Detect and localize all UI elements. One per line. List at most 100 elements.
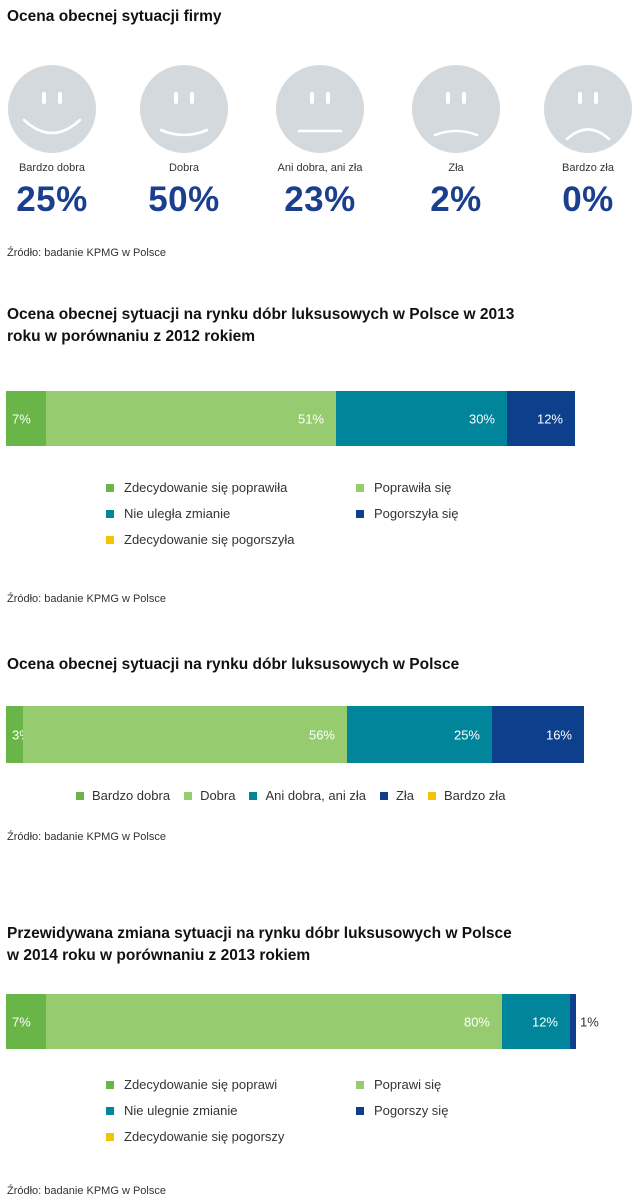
section1-source: Źródło: badanie KPMG w Polsce <box>7 247 166 259</box>
section1-title: Ocena obecnej sytuacji firmy <box>7 8 222 25</box>
legend-label: Ani dobra, ani zła <box>265 788 366 803</box>
legend-swatch <box>184 791 193 800</box>
legend-label: Zdecydowanie się poprawiła <box>124 480 288 495</box>
neutral-face-icon <box>276 65 364 153</box>
segment-label: 16% <box>545 727 572 742</box>
legend-label: Pogorszy się <box>374 1103 449 1118</box>
legend-item: Zdecydowanie się pogorszyła <box>106 532 295 547</box>
legend-label: Pogorszyła się <box>374 506 459 521</box>
legend-swatch <box>106 483 114 492</box>
bar-segment: 80% <box>46 994 502 1049</box>
legend-swatch <box>356 509 364 518</box>
face-value: 50% <box>148 180 220 219</box>
legend-label: Bardzo zła <box>444 788 506 803</box>
chart2-source: Źródło: badanie KPMG w Polsce <box>7 593 166 605</box>
very-happy-face-icon <box>8 65 96 153</box>
bar-segment: 12% <box>502 994 570 1049</box>
segment-label: 80% <box>463 1014 490 1029</box>
very-sad-face-icon <box>544 65 632 153</box>
segment-label: 1% <box>580 1014 599 1029</box>
legend-swatch <box>379 791 388 800</box>
face-label: Dobra <box>169 162 199 174</box>
legend-item: Poprawiła się <box>356 480 451 495</box>
face-item: Dobra 50% <box>129 64 239 220</box>
face-label: Bardzo dobra <box>18 162 86 174</box>
legend-swatch <box>356 483 364 492</box>
segment-label: 7% <box>12 1014 31 1029</box>
face-item: Bardzo dobra 25% <box>0 64 107 220</box>
chart4-bar: 7% 80% 12% 1% <box>6 994 599 1049</box>
sad-face-icon <box>412 65 500 153</box>
face-item: Zła 2% <box>401 64 511 220</box>
bar-segment: 16% <box>492 706 584 763</box>
legend-item: Pogorszyła się <box>356 506 459 521</box>
face-value: 25% <box>16 180 88 219</box>
legend-label: Poprawi się <box>374 1077 442 1092</box>
legend-item: Zdecydowanie się poprawi <box>106 1077 277 1092</box>
legend-item: Bardzo dobra <box>76 788 170 803</box>
legend-swatch <box>76 791 84 800</box>
segment-label: 56% <box>308 727 335 742</box>
legend-label: Zła <box>395 788 414 803</box>
legend-item: Nie uległa zmianie <box>106 506 230 521</box>
bar-segment: 7% <box>6 391 46 446</box>
legend-label: Zdecydowanie się poprawi <box>124 1077 278 1092</box>
chart4-title: Przewidywana zmiana sytuacji na rynku dó… <box>7 925 512 964</box>
legend-label: Zdecydowanie się pogorszy <box>124 1129 285 1144</box>
face-item: Bardzo zła 0% <box>533 64 640 220</box>
chart4-source: Źródło: badanie KPMG w Polsce <box>7 1185 166 1197</box>
face-value: 2% <box>430 180 482 219</box>
bar-segment: 1% <box>570 994 599 1049</box>
face-label: Ani dobra, ani zła <box>277 162 363 174</box>
happy-face-icon <box>140 65 228 153</box>
chart2-title: Ocena obecnej sytuacji na rynku dóbr luk… <box>7 306 515 345</box>
legend-label: Bardzo dobra <box>92 788 171 803</box>
face-label: Bardzo zła <box>562 162 614 174</box>
bar-segment: 51% <box>46 391 336 446</box>
legend-label: Poprawiła się <box>374 480 452 495</box>
legend-item: Zdecydowanie się poprawiła <box>106 480 287 495</box>
segment-label: 25% <box>453 727 480 742</box>
bar-segment: 12% <box>507 391 575 446</box>
legend-label: Zdecydowanie się pogorszyła <box>124 532 295 547</box>
face-item: Ani dobra, ani zła 23% <box>265 64 375 220</box>
chart3-bar: 3% 56% 25% 16% <box>6 706 584 763</box>
chart3-legend: Bardzo dobra Dobra Ani dobra, ani zła Zła Ba… <box>76 788 519 803</box>
legend-swatch <box>106 1080 114 1089</box>
face-value: 0% <box>562 180 614 219</box>
legend-swatch <box>106 509 114 518</box>
legend-item: Nie ulegnie zmianie <box>106 1103 237 1118</box>
legend-swatch <box>356 1106 364 1115</box>
legend-label: Dobra <box>200 788 236 803</box>
legend-swatch <box>106 1106 114 1115</box>
segment-label: 51% <box>297 411 324 426</box>
legend-item: Dobra <box>184 788 235 803</box>
segment-label: 30% <box>468 411 495 426</box>
legend-swatch <box>249 791 258 800</box>
segment-label: 12% <box>531 1014 558 1029</box>
face-label: Zła <box>448 162 464 174</box>
legend-item: Pogorszy się <box>356 1103 448 1118</box>
bar-segment: 30% <box>336 391 507 446</box>
chart3-title: Ocena obecnej sytuacji na rynku dóbr luk… <box>7 656 460 673</box>
legend-item: Bardzo zła <box>428 788 505 803</box>
legend-swatch <box>428 791 436 800</box>
bar-segment: 25% <box>347 706 492 763</box>
bar-segment: 7% <box>6 994 46 1049</box>
segment-label: 12% <box>536 411 563 426</box>
legend-item: Ani dobra, ani zła <box>249 788 366 803</box>
chart3-source: Źródło: badanie KPMG w Polsce <box>7 831 166 843</box>
legend-label: Nie uległa zmianie <box>124 506 231 521</box>
legend-swatch <box>106 1132 114 1141</box>
bar-segment: 3% <box>6 706 31 763</box>
legend-item: Zdecydowanie się pogorszy <box>106 1129 284 1144</box>
bar-segment: 56% <box>23 706 347 763</box>
legend-item: Zła <box>379 788 414 803</box>
legend-swatch <box>356 1080 364 1089</box>
chart2-bar: 7% 51% 30% 12% <box>6 391 575 446</box>
legend-item: Poprawi się <box>356 1077 441 1092</box>
segment-label: 7% <box>12 411 31 426</box>
legend-label: Nie ulegnie zmianie <box>124 1103 238 1118</box>
legend-swatch <box>106 535 114 544</box>
face-value: 23% <box>284 180 356 219</box>
